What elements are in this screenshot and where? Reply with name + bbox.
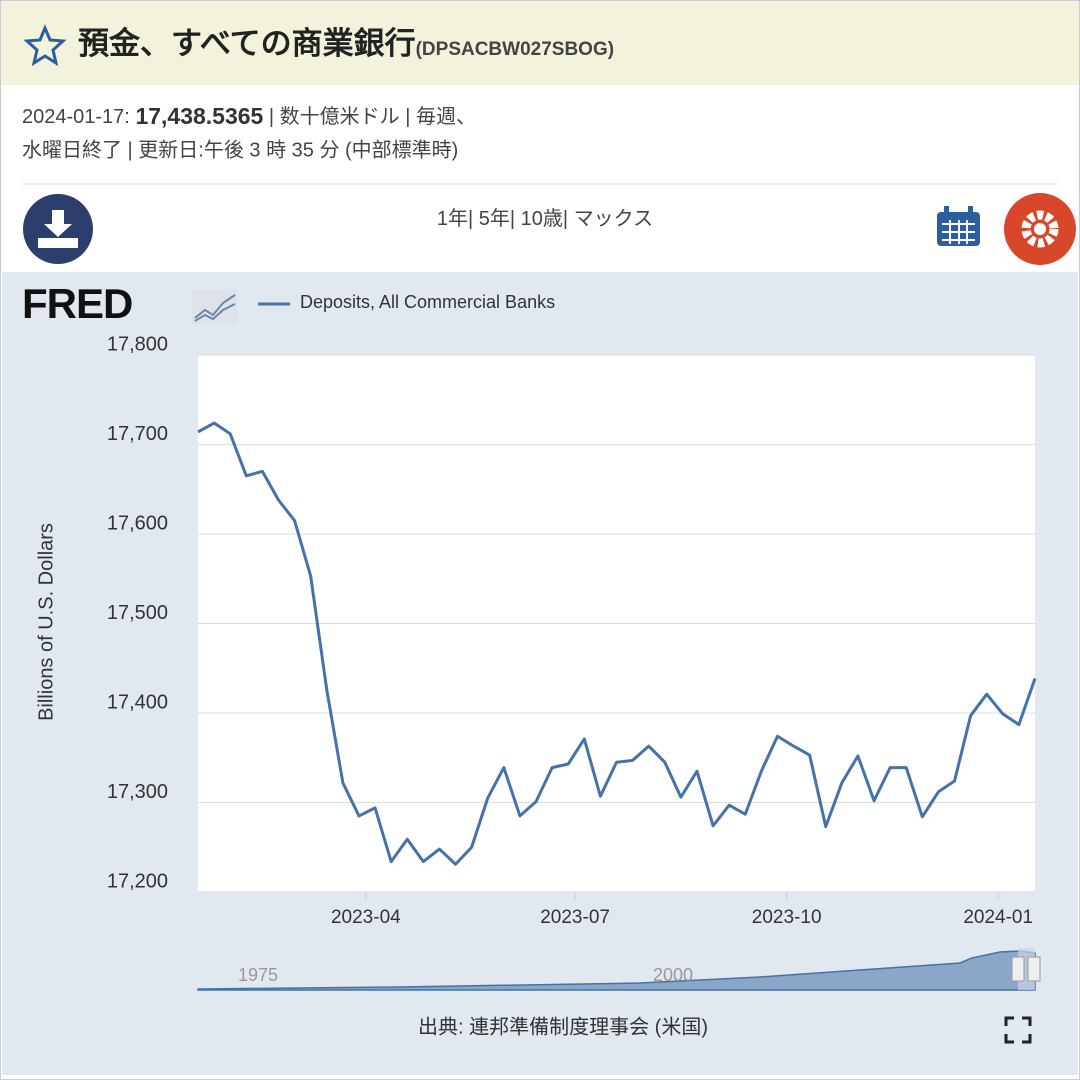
calendar-ring: [968, 206, 973, 216]
range-text: 1年| 5年| 10歳| マックス: [437, 207, 653, 230]
calendar-ring: [944, 206, 949, 216]
settings-button[interactable]: [1004, 193, 1076, 265]
calendar-button[interactable]: [937, 206, 980, 246]
range-link[interactable]: マックス: [574, 207, 653, 230]
y-tick-label: 17,600: [107, 512, 168, 534]
series-id: (DPSACBW027SBOG): [416, 39, 614, 60]
title: 預金、すべての商業銀行(DPSACBW027SBOG): [78, 26, 614, 61]
navigator-label: 1975: [238, 965, 278, 985]
y-tick-label: 17,200: [107, 870, 168, 892]
star-icon[interactable]: [23, 24, 67, 67]
series-line: [197, 421, 1037, 866]
range-link[interactable]: 10歳|: [521, 207, 568, 230]
title-text: 預金、すべての商業銀行: [78, 26, 416, 61]
range-link[interactable]: 5年|: [479, 207, 515, 230]
legend-label: Deposits, All Commercial Banks: [300, 292, 555, 312]
x-tick-label: 2023-10: [752, 907, 822, 928]
info-line-2: 水曜日終了 | 更新日:午後 3 時 35 分 (中部標準時): [22, 138, 458, 161]
range-links: 1年| 5年| 10歳| マックス: [437, 207, 653, 230]
header-bg: [0, 0, 1080, 85]
info-date: 2024-01-17:: [22, 106, 130, 128]
source: 出典: 連邦準備制度理事会 (米国): [418, 1015, 708, 1038]
logo-graph: [194, 294, 236, 322]
y-tick-label: 17,400: [107, 691, 168, 713]
gear-hub: [1034, 223, 1046, 235]
y-axis-label: Billions of U.S. Dollars: [35, 523, 57, 721]
calendar-grid: [942, 220, 975, 244]
y-tick-label: 17,800: [107, 333, 168, 355]
fullscreen-icon[interactable]: [1004, 1016, 1032, 1044]
y-tick-label: 17,700: [107, 423, 168, 445]
x-tick-label: 2024-01: [963, 907, 1033, 928]
navigator-label: 2000: [653, 965, 693, 985]
y-tick-label: 17,300: [107, 781, 168, 803]
navigator-handle[interactable]: [1027, 956, 1041, 982]
navigator-handle[interactable]: [1011, 956, 1025, 982]
info-unit: | 数十億米ドル | 毎週、: [269, 105, 476, 128]
range-link[interactable]: 1年|: [437, 207, 473, 230]
gear-icon: [1021, 210, 1059, 248]
fred-logo: FRED: [22, 280, 132, 327]
info-line-1: 2024-01-17: 17,438.5365 | 数十億米ドル | 毎週、: [22, 103, 476, 129]
x-tick-label: 2023-04: [331, 907, 401, 928]
y-tick-label: 17,500: [107, 602, 168, 624]
download-icon: [38, 210, 78, 248]
x-tick-label: 2023-07: [540, 907, 610, 928]
info-value: 17,438.5365: [135, 103, 263, 129]
